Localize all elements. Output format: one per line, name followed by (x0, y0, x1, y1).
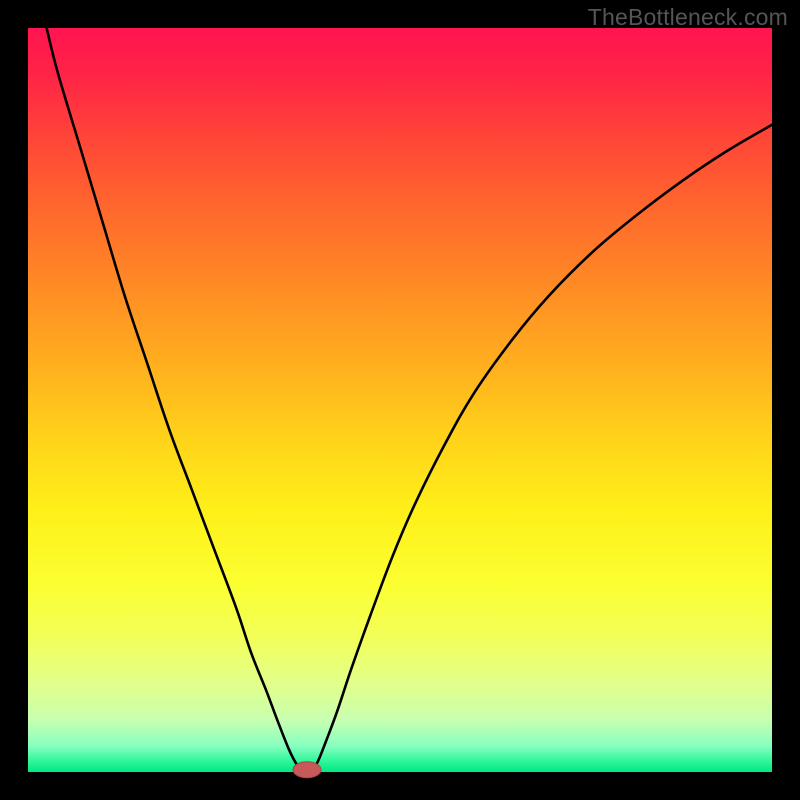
watermark-text: TheBottleneck.com (588, 4, 788, 31)
bottleneck-chart-svg (0, 0, 800, 800)
chart-container: TheBottleneck.com (0, 0, 800, 800)
optimum-marker (293, 762, 321, 778)
plot-background (28, 28, 772, 772)
